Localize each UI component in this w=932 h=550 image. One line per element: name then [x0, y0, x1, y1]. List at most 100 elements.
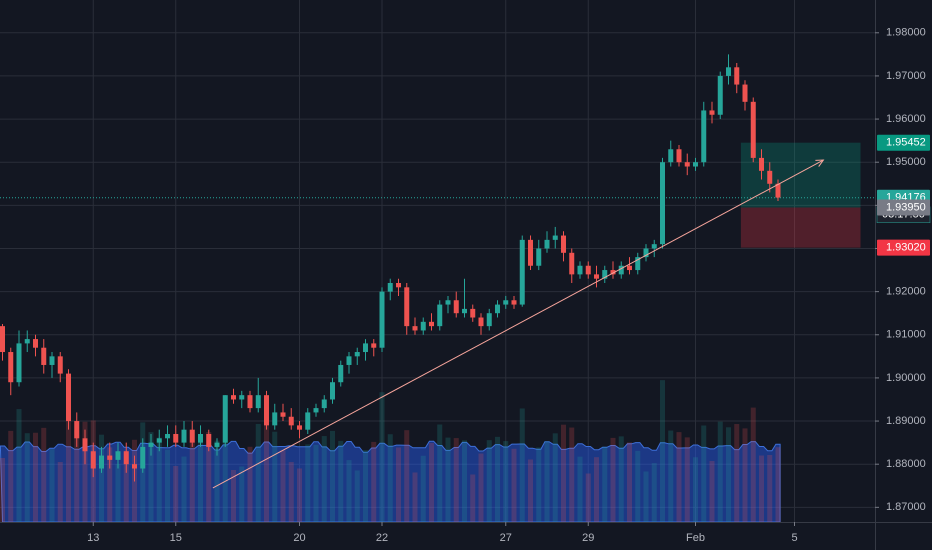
- candle-body[interactable]: [330, 382, 335, 400]
- candle-body[interactable]: [99, 455, 104, 469]
- candle-body[interactable]: [123, 451, 129, 465]
- candle-body[interactable]: [82, 438, 88, 452]
- candle-body[interactable]: [107, 455, 113, 460]
- trendline[interactable]: [212, 159, 824, 489]
- candle-body[interactable]: [693, 162, 698, 167]
- candle-body[interactable]: [503, 300, 509, 305]
- candle-body[interactable]: [321, 399, 327, 409]
- candle-body[interactable]: [338, 364, 344, 383]
- candle-body[interactable]: [57, 356, 63, 374]
- candle-body[interactable]: [396, 283, 401, 288]
- candle-body[interactable]: [198, 433, 203, 443]
- candle-body[interactable]: [767, 170, 773, 184]
- candle-body[interactable]: [165, 433, 170, 439]
- candle-body[interactable]: [618, 265, 624, 275]
- candle-body[interactable]: [577, 265, 583, 275]
- candle-body[interactable]: [742, 84, 748, 102]
- candle-body[interactable]: [239, 395, 245, 400]
- candle-body[interactable]: [132, 464, 137, 469]
- candle-body[interactable]: [635, 257, 641, 271]
- candle-body[interactable]: [313, 408, 319, 413]
- candle-body[interactable]: [379, 291, 385, 348]
- candle-body[interactable]: [41, 347, 47, 365]
- candle-body[interactable]: [462, 308, 467, 314]
- candle-body[interactable]: [272, 412, 278, 426]
- position-profit-zone[interactable]: [740, 142, 861, 208]
- candle-body[interactable]: [181, 429, 187, 443]
- candle-body[interactable]: [305, 412, 311, 430]
- candle-body[interactable]: [404, 287, 410, 327]
- candle-body[interactable]: [660, 162, 665, 245]
- candle-body[interactable]: [148, 442, 154, 447]
- candle-body[interactable]: [643, 248, 649, 258]
- candle-body[interactable]: [610, 270, 616, 275]
- candle-body[interactable]: [363, 343, 368, 353]
- candle-body[interactable]: [495, 304, 500, 314]
- candle-body[interactable]: [74, 421, 80, 439]
- candle-body[interactable]: [206, 433, 212, 447]
- candle-body[interactable]: [453, 300, 459, 314]
- candle-body[interactable]: [115, 451, 121, 460]
- candle-body[interactable]: [668, 149, 674, 163]
- candle-body[interactable]: [734, 67, 740, 85]
- candle-body[interactable]: [569, 252, 575, 275]
- candle-body[interactable]: [775, 183, 781, 198]
- candle-body[interactable]: [528, 239, 533, 266]
- candle-body[interactable]: [602, 270, 608, 279]
- candle-body[interactable]: [594, 274, 599, 279]
- candle-body[interactable]: [90, 451, 96, 469]
- candle-body[interactable]: [66, 373, 71, 422]
- candle-body[interactable]: [8, 352, 14, 383]
- candle-body[interactable]: [189, 429, 195, 443]
- candle-body[interactable]: [511, 300, 517, 305]
- candle-body[interactable]: [627, 265, 632, 271]
- candle-body[interactable]: [561, 235, 566, 253]
- candle-body[interactable]: [354, 352, 360, 357]
- candle-body[interactable]: [478, 317, 484, 327]
- candle-body[interactable]: [140, 446, 146, 469]
- candle-body[interactable]: [726, 67, 731, 76]
- candle-body[interactable]: [247, 395, 253, 409]
- candle-body[interactable]: [437, 304, 443, 327]
- candle-body[interactable]: [49, 356, 55, 365]
- candle-body[interactable]: [585, 265, 591, 275]
- candle-body[interactable]: [709, 110, 715, 115]
- candle-body[interactable]: [214, 442, 220, 447]
- candle-body[interactable]: [536, 248, 542, 266]
- candle-body[interactable]: [387, 283, 393, 292]
- candle-body[interactable]: [429, 321, 434, 327]
- candle-body[interactable]: [420, 321, 426, 331]
- candle-body[interactable]: [24, 339, 30, 344]
- candle-body[interactable]: [156, 438, 162, 443]
- candle-body[interactable]: [33, 339, 38, 348]
- candle-body[interactable]: [544, 239, 550, 249]
- candle-body[interactable]: [759, 157, 764, 171]
- candle-body[interactable]: [651, 244, 657, 249]
- candle-body[interactable]: [280, 412, 286, 417]
- candle-body[interactable]: [552, 235, 558, 240]
- candle-body[interactable]: [173, 433, 179, 443]
- candle-body[interactable]: [264, 395, 269, 426]
- candle-body[interactable]: [297, 425, 302, 430]
- candle-body[interactable]: [371, 343, 377, 348]
- candle-body[interactable]: [445, 300, 451, 305]
- candle-body[interactable]: [750, 101, 756, 158]
- candle-body[interactable]: [701, 110, 707, 163]
- candle-body[interactable]: [0, 326, 5, 353]
- candle-body[interactable]: [470, 308, 476, 318]
- candle-body[interactable]: [486, 313, 492, 327]
- candle-body[interactable]: [676, 149, 682, 163]
- candle-body[interactable]: [346, 356, 352, 365]
- candle-body[interactable]: [717, 75, 723, 115]
- candle-body[interactable]: [684, 162, 690, 167]
- candle-body[interactable]: [222, 395, 228, 443]
- candle-body[interactable]: [519, 239, 525, 305]
- candle-body[interactable]: [412, 326, 418, 331]
- position-loss-zone[interactable]: [740, 207, 861, 248]
- candle-body[interactable]: [231, 395, 236, 400]
- candle-body[interactable]: [255, 395, 261, 409]
- candle-body[interactable]: [288, 416, 294, 426]
- candle-body[interactable]: [16, 343, 22, 383]
